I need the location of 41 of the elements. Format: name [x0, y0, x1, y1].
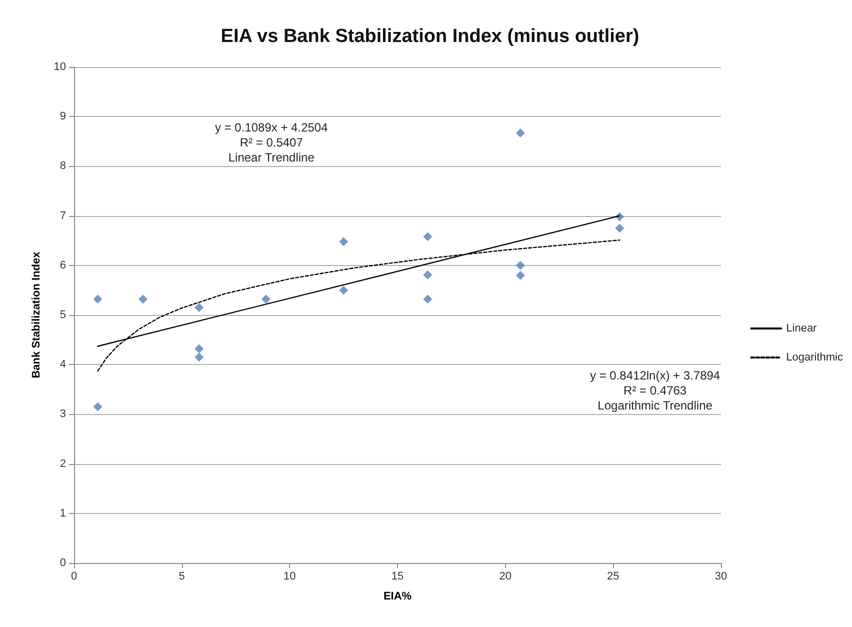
x-tick-label: 30 — [714, 570, 728, 582]
point — [93, 294, 102, 304]
y-tick-label: 4 — [60, 358, 66, 371]
x-tick-label: 5 — [178, 570, 185, 582]
y-axis-title: Bank Stabilization Index — [30, 250, 42, 378]
x-tick-label: 0 — [70, 570, 78, 582]
y-tick-label: 9 — [60, 110, 66, 123]
point — [423, 294, 432, 304]
annotation: y = 0.1089x + 4.2504 R² = 0.5407 Linear Trendline — [214, 120, 328, 164]
point — [423, 270, 432, 280]
y-tick-label: 10 — [54, 61, 66, 73]
point — [194, 303, 204, 312]
y-tick-label: 8 — [60, 160, 66, 172]
point — [261, 294, 270, 304]
x-tick-label: 10 — [284, 570, 296, 582]
point — [194, 344, 204, 354]
point — [423, 232, 432, 242]
chart-title: EIA vs Bank Stabilization Index (minus outlier) — [220, 26, 640, 47]
point — [138, 294, 148, 304]
legend-label: Logarithmic — [786, 352, 844, 364]
y-tick-label: 3 — [60, 408, 66, 420]
point — [93, 402, 102, 412]
point — [194, 352, 204, 362]
y-tick-label: 2 — [60, 458, 66, 470]
point — [516, 260, 525, 270]
y-tick-label: 0 — [60, 557, 66, 569]
x-tick-label: 25 — [607, 570, 620, 582]
x-tick-label: 20 — [499, 570, 512, 582]
point — [615, 224, 624, 233]
x-axis-title: EIA% — [383, 590, 412, 602]
annotation: y = 0.8412ln(x) + 3.7894 R² = 0.4763 Logarithmic Trendline — [590, 368, 720, 412]
y-tick-label: 6 — [60, 259, 66, 272]
y-tick-label: 1 — [60, 507, 66, 520]
point — [516, 128, 525, 138]
legend-label: Linear — [786, 322, 818, 334]
y-tick-label: 7 — [60, 210, 66, 222]
point — [339, 237, 348, 246]
x-tick-label: 15 — [391, 570, 404, 582]
point — [339, 286, 348, 295]
y-tick-label: 5 — [60, 309, 66, 321]
point — [516, 270, 525, 280]
